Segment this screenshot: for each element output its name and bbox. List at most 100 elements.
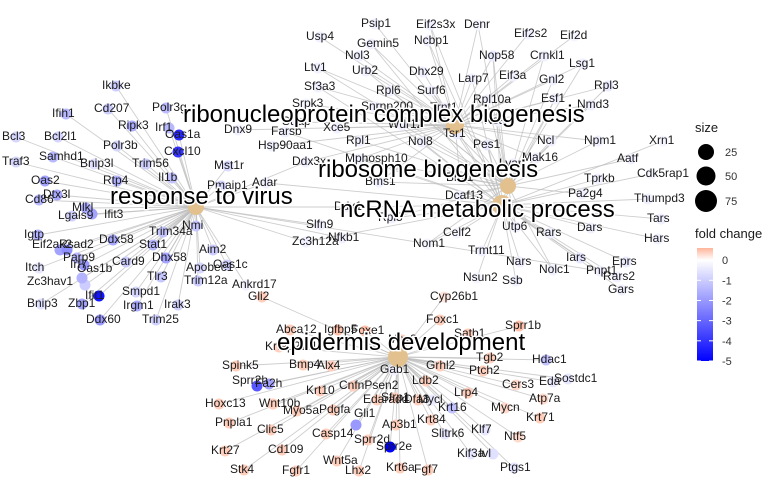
- gene-node-oas1a: [173, 129, 185, 141]
- gene-node-igfbp5: [332, 324, 344, 336]
- gene-node-ncl: [545, 135, 557, 147]
- gene-label-ddx1: Ddx1: [334, 199, 362, 213]
- gene-node-trmt11: [476, 245, 488, 257]
- edge-epidermis-wnt5a: [336, 356, 399, 462]
- size-legend-dot-small: [698, 144, 714, 160]
- gene-label-denr: Denr: [464, 17, 490, 31]
- gene-node-gars: [616, 284, 628, 296]
- gene-node-ptgs1: [508, 462, 520, 474]
- term-label-epidermis: epidermis development: [277, 329, 525, 356]
- gene-label-abca12: Abca12: [276, 322, 317, 336]
- gene-node-cxcl10: [172, 146, 184, 158]
- color-legend-bar: [697, 248, 713, 361]
- gene-node-krt71: [534, 412, 546, 424]
- gene-label-ifih1: Ifih1: [52, 106, 75, 120]
- gene-label-nsun2: Nsun2: [463, 270, 498, 284]
- gene-label-crnkl1: Crnkl1: [530, 48, 565, 62]
- gene-label-cd109: Cd109: [268, 442, 304, 456]
- gene-node-oas2: [39, 175, 51, 187]
- gene-node-surf6: [425, 85, 437, 97]
- size-legend-label-large: 75: [725, 196, 737, 208]
- gene-node-gemin5: [365, 38, 377, 50]
- gene-node-alx4: [325, 360, 337, 372]
- gene-node-bcl2l1: [52, 131, 64, 143]
- gene-label-card9: Card9: [112, 254, 145, 268]
- gene-label-usp4: Usp4: [306, 29, 334, 43]
- gene-node-ssb: [510, 275, 522, 287]
- gene-node-gli2: [256, 291, 268, 303]
- size-legend-dot-medium: [696, 166, 716, 186]
- edge-ribosome-nsa: [497, 120, 509, 187]
- gene-node-ddx1: [342, 201, 354, 213]
- gene-label-ankrd17: Ankrd17: [232, 277, 277, 291]
- edge-ribo_complex-hsp90aa1: [271, 124, 456, 147]
- gene-node-mak16: [530, 152, 542, 164]
- gene-node-farsb: [279, 126, 291, 138]
- gene-node-dars: [585, 222, 597, 234]
- edge-virus-polr3b: [116, 145, 197, 208]
- gene-node-bms1: [373, 176, 385, 188]
- gene-node-lrp4: [462, 387, 474, 399]
- gene-node-sprr1b: [513, 320, 525, 332]
- edge-ribo_complex-nol3: [358, 55, 456, 126]
- term-label-ribo_complex: ribonucleoprotein complex biogenesis: [183, 101, 585, 128]
- color-legend-tick-label: -4: [722, 336, 732, 348]
- gene-node-polr3b: [111, 140, 123, 152]
- edge-virus-bnip3l: [93, 163, 197, 208]
- gene-node-traf3: [10, 156, 22, 168]
- gene-node-klf7: [479, 424, 491, 436]
- gene-label-bnip3l: Bnip3l: [80, 156, 113, 170]
- gene-node-nol8: [416, 136, 428, 148]
- gene-label-gemin5: Gemin5: [357, 36, 399, 50]
- gene-label-lyar: Lyar: [499, 156, 522, 170]
- gene-label-clic5: Clic5: [257, 422, 284, 436]
- gene-label-wnt10b: Wnt10b: [259, 396, 301, 410]
- gene-label-hdac1: Hdac1: [532, 352, 567, 366]
- edge-ribo_complex-nmd3: [454, 104, 592, 126]
- gene-node-ldb2: [420, 375, 432, 387]
- edge-virus-tlr3: [160, 206, 197, 278]
- gene-node-cdk5rap1: [645, 168, 657, 180]
- gene-node-mycl: [426, 394, 438, 406]
- edge-epidermis-stk4: [243, 356, 399, 471]
- gene-node-sprr2h: [251, 380, 263, 392]
- gene-label-snrnp200: Snrnp200: [361, 99, 413, 113]
- gene-label-kif3a: Kif3a: [457, 446, 485, 460]
- gene-node-cnfnpsen2: [347, 380, 359, 392]
- edge-ribo_complex-sf3a3: [317, 86, 456, 126]
- edge-ribo_complex-nop58: [454, 55, 494, 126]
- edge-epidermis-clic5: [270, 356, 399, 431]
- gene-label-krt27: Krt27: [211, 443, 240, 457]
- gene-node-hoxc13: [213, 398, 225, 410]
- gene-label-lgals9: Lgals9: [58, 208, 94, 222]
- gene-label-polr3g: Polr3g: [152, 100, 187, 114]
- gene-label-itch: Itch: [25, 260, 44, 274]
- gene-label-dhx29: Dhx29: [409, 64, 444, 78]
- term-label-ribosome: ribosome biogenesis: [318, 156, 538, 183]
- edge-ribo_complex-srpk3: [305, 103, 456, 126]
- edge-ribo_complex-dhx29: [422, 71, 456, 126]
- gene-node-lyar: [507, 158, 519, 170]
- gene-node-atp7a: [537, 393, 549, 405]
- gene-label-tsr1: Tsr1: [443, 126, 466, 140]
- edge-ncrna-tprkb: [501, 178, 599, 206]
- gene-node-layer: [10, 18, 669, 477]
- gene-node-fgfr1: [290, 465, 302, 477]
- edge-epidermis-ivl: [397, 356, 494, 455]
- gene-label-polr3b: Polr3b: [103, 138, 138, 152]
- gene-label-rpl6: Rpl6: [376, 83, 401, 97]
- edge-epidermis-pnpla1: [228, 356, 399, 424]
- gene-node-trim12a: [192, 275, 204, 287]
- gene-node-wnt10b: [267, 398, 279, 410]
- gene-node-krt84: [425, 414, 437, 426]
- legend: size 25 50 75 fold change 0 -1 -2 -3 -4 -5: [695, 120, 762, 368]
- size-legend-dot-large: [695, 190, 717, 212]
- gene-node-abca12: [284, 324, 296, 336]
- edge-ribosome-pa2g4: [507, 185, 583, 195]
- gene-node-pes1: [481, 139, 493, 151]
- gene-node-rsad2: [61, 244, 73, 256]
- color-legend-tick-label: -2: [722, 295, 732, 307]
- gene-label-trim25: Trim25: [142, 312, 179, 326]
- gene-label-fgfr1: Fgfr1: [282, 463, 310, 477]
